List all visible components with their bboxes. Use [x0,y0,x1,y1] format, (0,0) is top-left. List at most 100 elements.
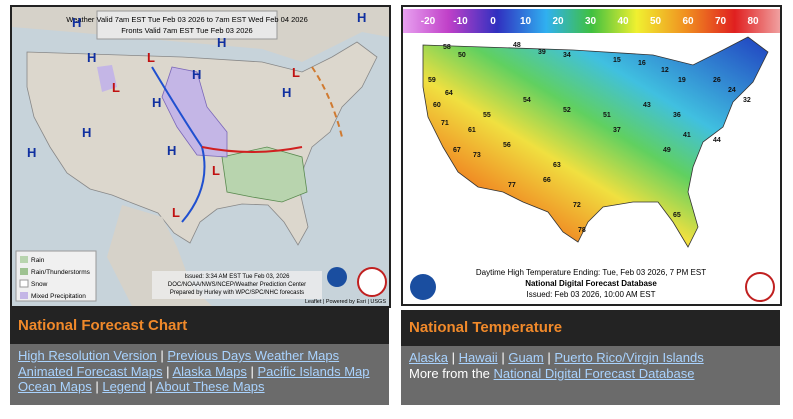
issued-line: Prepared by Hurley with WPC/SPC/NHC fore… [170,290,304,296]
valid-line: Weather Valid 7am EST Tue Feb 03 2026 to… [66,15,308,24]
separator: | [166,363,170,379]
nav-link[interactable]: Puerto Rico/Virgin Islands [554,350,704,365]
links-row: More from the National Digital Forecast … [409,366,772,382]
scale-label: -20 [421,16,436,27]
temperature-label: 19 [678,77,686,84]
temperature-label: 72 [573,202,581,209]
nav-link[interactable]: Alaska Maps [172,363,247,379]
scale-label: 60 [682,16,694,27]
separator: | [451,350,456,365]
nav-link[interactable]: Hawaii [458,350,498,365]
temperature-label: 44 [713,137,721,144]
legend-label: Mixed Precipitation [31,293,86,300]
temperature-label: 50 [458,52,466,59]
nav-link[interactable]: Ocean Maps [18,379,92,394]
caption: Issued: Feb 03 2026, 10:00 AM EST [527,290,656,299]
high-pressure: H [192,67,201,82]
caption: National Digital Forecast Database [525,279,657,288]
nav-link[interactable]: Pacific Islands Map [257,363,370,379]
legend-swatch [19,279,29,288]
nav-link[interactable]: Legend [102,379,146,394]
color-scale [403,9,780,33]
nav-link[interactable]: High Resolution Version [18,348,157,363]
links-row: Animated Forecast Maps | Alaska Maps | P… [18,364,381,380]
nav-link[interactable]: Alaska [409,350,449,365]
issued-line: Issued: 3:34 AM EST Tue Feb 03, 2026 [185,274,291,280]
scale-label: 80 [747,16,759,27]
legend-label: Rain [31,257,45,264]
separator: | [250,363,254,379]
temperature-label: 15 [613,57,621,64]
nav-link[interactable]: Previous Days Weather Maps [167,348,340,363]
caption: Daytime High Temperature Ending: Tue, Fe… [476,268,706,277]
fronts-line: Fronts Valid 7am EST Tue Feb 03 2026 [121,26,252,35]
nws-logo [357,267,387,297]
links-row: Ocean Maps | Legend | About These Maps [18,379,381,395]
nav-link[interactable]: Guam [508,350,544,365]
scale-label: 20 [552,16,564,27]
temperature-label: 51 [603,112,611,119]
legend-swatch [20,256,28,263]
issued-box [152,271,322,299]
temperature-label: 59 [428,77,436,84]
temperature-label: 34 [563,52,571,59]
mixed-area-west [97,65,117,92]
links-row: Alaska | Hawaii | Guam | Puerto Rico/Vir… [409,350,772,366]
temperature-label: 55 [483,112,491,119]
scale-label: 10 [520,16,532,27]
low-pressure: L [212,163,220,178]
temperature-map-svg: Daytime High Temperature Ending: Tue, Fe… [403,9,780,302]
nav-link[interactable]: About These Maps [155,379,265,394]
more-text: More from the [409,365,490,381]
noaa-logo [327,267,347,287]
rain-area [221,146,308,203]
legend-label: Rain/Thunderstorms [31,269,91,276]
warm-front [201,146,303,153]
temperature-label: 48 [513,42,521,49]
temperature-label: 78 [578,227,586,234]
high-pressure: H [72,15,81,30]
temperature-label: 37 [613,127,621,134]
scale-label: 30 [585,16,597,27]
scale-label: -10 [453,16,468,27]
temperature-label: 56 [503,142,511,149]
temperature-label: 36 [673,112,681,119]
temperature-label: 71 [441,120,449,127]
temperature-label: 64 [445,90,453,97]
temperature-label: 61 [468,127,476,134]
separator: | [160,348,164,363]
forecast-map: Weather Valid 7am EST Tue Feb 03 2026 to… [10,5,391,308]
separator: | [547,350,551,365]
separator: | [501,350,505,365]
temperature-label: 39 [538,49,546,56]
low-pressure: L [172,205,180,220]
high-pressure: H [82,125,91,140]
legend-label: Snow [31,281,48,288]
high-pressure: H [357,10,366,25]
nav-link[interactable]: National Digital Forecast Database [493,365,695,381]
temperature-label: 43 [643,102,651,109]
scale-label: 40 [617,16,629,27]
temperature-label: 60 [433,102,441,109]
temperature-label: 66 [543,177,551,184]
high-pressure: H [282,85,291,100]
legend-box [15,250,97,302]
temperature-label: 41 [683,132,691,139]
temperature-label: 52 [563,107,571,114]
low-pressure: L [292,65,300,80]
separator: | [149,379,153,394]
section-title: National Temperature [401,310,780,346]
temperature-label: 26 [713,77,721,84]
temperature-label: 73 [473,152,481,159]
links-box: High Resolution Version | Previous Days … [10,344,389,405]
forecast-map-svg: Weather Valid 7am EST Tue Feb 03 2026 to… [12,7,389,306]
low-pressure: L [147,50,155,65]
links-row: High Resolution Version | Previous Days … [18,348,381,364]
nws-logo [745,272,775,302]
nav-link[interactable]: Animated Forecast Maps [18,363,163,379]
temperature-label: 58 [443,44,451,51]
scale-label: 50 [650,16,662,27]
us-temps [422,36,769,248]
separator: | [95,379,99,394]
